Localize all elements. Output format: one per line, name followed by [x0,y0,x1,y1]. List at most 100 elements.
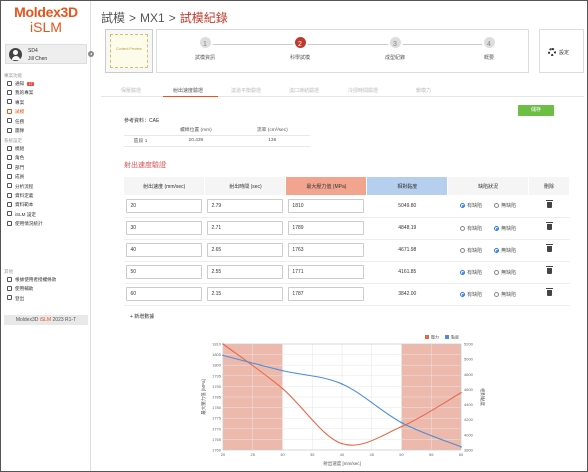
time-cell: 2.79 [204,195,286,218]
sidebar-item-b-2[interactable]: 部門 [7,164,87,172]
sidebar-item-c-2[interactable]: 登出 [7,295,87,303]
nav-item-icon [7,108,12,114]
tab-cooling-time[interactable]: 冷卻時間驗證 [348,88,379,94]
defect-cell: 有缺陷 無缺陷 [447,195,529,218]
sidebar-item-b-6[interactable]: 資料範本 [7,201,87,209]
radio-icon [494,225,500,231]
step-label: 試模資訊 [194,55,215,61]
time-cell: 2.55 [204,261,286,284]
nav-item-icon [7,220,12,226]
defect-yes-option[interactable]: 有缺陷 [460,202,482,209]
sidebar-item-b-4[interactable]: 分析流程 [7,183,87,191]
sidebar-item-label: 團隊 [15,128,25,133]
right-tick-label: 4000 [464,432,474,437]
sidebar-item-c-0[interactable]: 根據使用者授權條款 [7,276,87,284]
defect-no-option[interactable]: 無缺陷 [494,247,516,254]
verification-table: 射出速度 (mm/sec) 射出時間 (sec) 最大壓力值 (MPa) 相對黏… [124,177,570,306]
defect-no-option[interactable]: 無缺陷 [494,225,516,232]
step-scientific-molding[interactable]: 2 科學試模 [270,35,330,61]
header-delete: 刪除 [528,177,570,195]
speed-input[interactable]: 20 [126,198,203,213]
defect-yes-option[interactable]: 有缺陷 [460,247,482,254]
add-row-button[interactable]: + 新增數據 [130,314,155,320]
defect-no-option[interactable]: 無缺陷 [494,269,516,276]
speed-input[interactable]: 30 [126,221,203,235]
header-time: 射出時間 (sec) [204,177,287,195]
time-input[interactable]: 2.65 [207,243,284,257]
pressure-input[interactable]: 1789 [288,221,365,235]
pressure-input[interactable]: 1763 [288,243,365,257]
left-tick-label: 1795 [212,373,222,378]
sidebar-item-a-3[interactable]: 試模 [7,108,87,116]
tab-runner-balance[interactable]: 澆道平衡驗證 [231,88,262,94]
breadcrumb-trial[interactable]: 試模 [101,11,126,25]
sidebar-item-b-8[interactable]: 使用情況統計 [7,220,87,228]
sidebar-collapse-button[interactable]: ◂ [88,51,94,57]
nav-section-title: 專案功能 [4,73,22,78]
defect-yes-option[interactable]: 有缺陷 [460,269,482,276]
sidebar-item-b-0[interactable]: 模組 [7,145,87,153]
settings-button[interactable]: 設定 [539,29,584,73]
save-button[interactable]: 儲存 [518,105,554,116]
step-summary[interactable]: 4 概要 [459,35,519,61]
sidebar-item-a-0[interactable]: 通知 17 [7,80,87,88]
breadcrumb-mx1[interactable]: MX1 [140,11,165,25]
pressure-input[interactable]: 1787 [288,287,365,301]
sidebar-item-b-3[interactable]: 成員 [7,173,87,181]
table-row: 螺桿位置 (mm) 流率 (cm³/sec) [124,124,310,136]
step-molding-record[interactable]: 3 成型紀錄 [365,35,425,61]
trash-icon[interactable] [545,288,553,296]
radio-icon [460,225,466,231]
x-tick-label: 25 [251,452,256,457]
tab-clamp-force[interactable]: 鎖模力 [416,88,432,94]
table-row: 50 2.55 1771 4161.85 有缺陷 無缺陷 [124,261,570,284]
sidebar-item-b-7[interactable]: iSLM 設定 [7,211,87,219]
left-tick-label: 1785 [212,395,222,400]
step-label: 概要 [483,55,494,61]
user-name: Jill Chen [28,56,48,62]
sidebar-item-b-1[interactable]: 角色 [7,154,87,162]
time-input[interactable]: 2.79 [207,198,284,213]
step-trial-info[interactable]: 1 試模資訊 [175,35,235,61]
sidebar-item-label: 資料範本 [15,202,34,208]
series-point-0 [400,425,403,428]
defect-yes-option[interactable]: 有缺陷 [460,291,482,298]
speed-input[interactable]: 60 [126,287,203,301]
brand-logo: Moldex3D iSLM [1,5,91,35]
sidebar-item-b-5[interactable]: 資料定義 [7,192,87,200]
time-input[interactable]: 2.71 [207,221,284,235]
speed-cell: 60 [124,283,205,306]
trash-icon[interactable] [545,199,553,208]
sidebar-item-c-1[interactable]: 使用輔助 [7,285,87,293]
time-input[interactable]: 2.55 [207,265,284,279]
sidebar-item-a-2[interactable]: 專案 [7,99,87,107]
tab-gate-freeze[interactable]: 澆口凍結驗證 [289,88,320,94]
tab-pack-verification[interactable]: 保壓驗證 [121,88,142,94]
sidebar-item-a-4[interactable]: 任務 [7,118,87,126]
defect-no-option[interactable]: 無缺陷 [494,291,516,298]
sidebar-item-a-5[interactable]: 團隊 [7,127,87,135]
defect-yes-option[interactable]: 有缺陷 [460,225,482,232]
sidebar-item-label: 登出 [15,295,25,301]
table-cell: 區段 1 [124,135,158,147]
trash-icon[interactable] [545,266,553,274]
time-input[interactable]: 2.15 [207,287,284,301]
speed-input[interactable]: 40 [126,243,203,257]
tab-injection-speed[interactable]: 射出速度驗證 [173,88,204,94]
viscosity-value: 4161.85 [366,261,448,284]
nav-section-title: 系統設定 [4,138,22,143]
radio-label: 無缺陷 [501,291,517,298]
trash-icon[interactable] [545,222,553,230]
trash-icon[interactable] [545,244,553,252]
speed-input[interactable]: 50 [126,265,203,279]
user-card[interactable]: SD4 Jill Chen [5,44,87,64]
pressure-input[interactable]: 1771 [288,265,365,279]
left-tick-label: 1775 [212,416,222,421]
sidebar-item-a-1[interactable]: 我的專案 [7,89,87,97]
right-tick-label: 4400 [464,402,474,407]
delete-cell [528,195,570,218]
pressure-input[interactable]: 1810 [288,198,365,213]
series-point-0 [341,442,343,445]
defect-no-option[interactable]: 無缺陷 [494,202,516,209]
